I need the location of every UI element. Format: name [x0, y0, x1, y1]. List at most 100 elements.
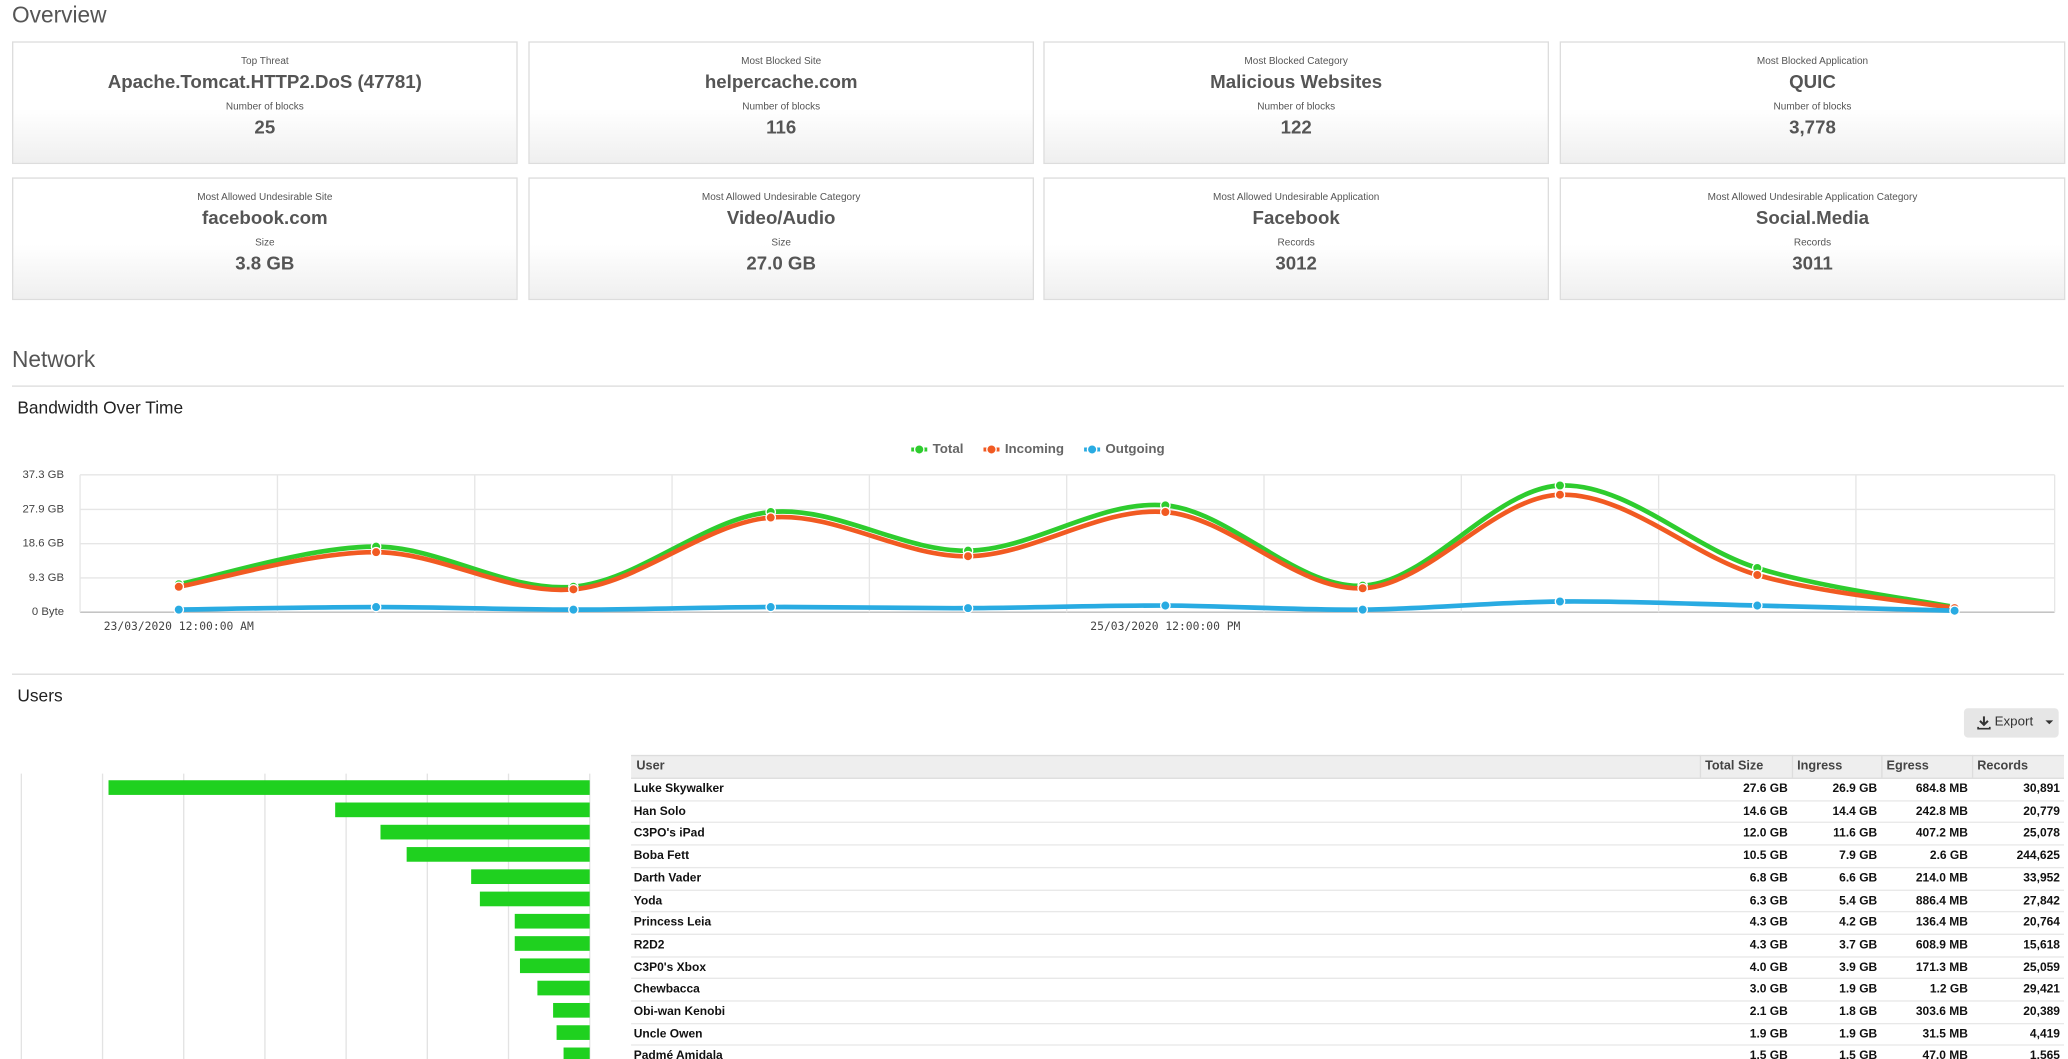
- section-title: Overview: [12, 2, 107, 29]
- export-button[interactable]: Export: [1963, 708, 2059, 738]
- card-value: facebook.com: [202, 206, 328, 229]
- cell: 684.8 MB: [1915, 781, 1968, 795]
- card: Most Blocked Application QUIC Number of bl…: [1559, 41, 2066, 165]
- bar: [108, 780, 590, 795]
- column-header: Total Size: [1705, 758, 1764, 774]
- cell: 29,421: [2023, 982, 2060, 996]
- cell: 886.4 MB: [1915, 892, 1968, 907]
- point: [765, 601, 777, 613]
- card-value: QUIC: [1789, 70, 1836, 93]
- card: Most Allowed Undesirable Application Face…: [1043, 177, 1549, 301]
- user-name: Boba Fett: [633, 848, 690, 862]
- series-line: [178, 599, 1955, 614]
- point: [173, 604, 185, 615]
- card-sublabel: Records: [1277, 236, 1315, 249]
- point: [1554, 480, 1566, 491]
- user-name: Han Solo: [633, 803, 686, 818]
- point: [1751, 600, 1763, 611]
- point: [1554, 489, 1566, 501]
- y-tick-label: 18.6 GB: [22, 538, 64, 550]
- card-value: Social.Media: [1755, 206, 1870, 229]
- card-sublabel: Number of blocks: [742, 100, 821, 113]
- download-icon: [1977, 716, 1991, 730]
- card-subvalue: 27.0 GB: [746, 252, 816, 274]
- card-value: helpercache.com: [704, 70, 858, 93]
- card-subvalue: 3,778: [1789, 116, 1836, 138]
- cell: 14.4 GB: [1832, 803, 1878, 818]
- cell: 1,565: [2029, 1048, 2060, 1059]
- cell: 15,618: [2023, 937, 2060, 951]
- card: Most Allowed Undesirable Category Video/A…: [528, 177, 1034, 301]
- column-divider: [1971, 754, 1974, 778]
- cell: 30,891: [2023, 781, 2060, 795]
- cell: 2.1 GB: [1749, 1004, 1788, 1018]
- cell: 214.0 MB: [1915, 870, 1968, 885]
- x-tick-label: 25/03/2020 12:00:00 PM: [1090, 619, 1240, 633]
- cell: 3.0 GB: [1749, 982, 1788, 996]
- row-divider: [631, 911, 2064, 913]
- cell: 27,842: [2023, 892, 2060, 907]
- chart-title: Bandwidth Over Time: [17, 397, 184, 418]
- card-label: Most Allowed Undesirable Application Cat…: [1707, 190, 1918, 203]
- user-name: Luke Skywalker: [633, 781, 724, 795]
- cell: 20,779: [2023, 803, 2060, 818]
- bar: [553, 1002, 590, 1018]
- cell: 2.6 GB: [1929, 848, 1968, 862]
- cell: 31.5 MB: [1922, 1026, 1968, 1040]
- series-line: [178, 483, 1956, 610]
- legend-dot: [986, 444, 997, 455]
- cell: 1.9 GB: [1839, 1026, 1878, 1040]
- bar: [335, 802, 590, 818]
- caret: [2045, 720, 2054, 725]
- cell: 7.9 GB: [1839, 848, 1878, 862]
- card-label: Most Allowed Undesirable Category: [701, 190, 861, 203]
- cell: 136.4 MB: [1915, 915, 1968, 929]
- bar: [537, 980, 590, 996]
- point: [1160, 600, 1171, 611]
- point: [370, 601, 382, 613]
- row-divider: [631, 799, 2064, 802]
- legend-dot: [1086, 444, 1098, 455]
- cell: 11.6 GB: [1833, 826, 1878, 840]
- card-value: Facebook: [1252, 206, 1340, 229]
- user-name: Darth Vader: [633, 870, 702, 885]
- bar: [471, 869, 590, 885]
- card-sublabel: Number of blocks: [225, 100, 304, 113]
- legend-item: Incoming: [983, 441, 1064, 456]
- bar: [514, 913, 590, 929]
- cell: 26.9 GB: [1832, 781, 1878, 795]
- cell: 10.5 GB: [1743, 848, 1788, 862]
- cell: 33,952: [2023, 870, 2060, 885]
- user-name: C3PO's iPad: [633, 826, 705, 840]
- card-subvalue: 122: [1280, 116, 1312, 138]
- cell: 25,059: [2023, 959, 2060, 974]
- column-divider: [1791, 754, 1794, 778]
- user-name: Yoda: [633, 892, 663, 907]
- cell: 27.6 GB: [1743, 781, 1788, 795]
- cell: 47.0 MB: [1922, 1048, 1968, 1059]
- point: [1554, 596, 1566, 607]
- column-header: Egress: [1886, 758, 1929, 774]
- card-label: Most Blocked Site: [741, 54, 822, 67]
- series-line: [178, 492, 1955, 611]
- y-tick-label: 0 Byte: [32, 606, 64, 618]
- card: Top Threat Apache.Tomcat.HTTP2.DoS (47781…: [12, 41, 518, 165]
- user-name: R2D2: [633, 937, 665, 951]
- cell: 1.9 GB: [1839, 982, 1878, 996]
- column-header: Ingress: [1797, 758, 1843, 774]
- cell: 1.2 GB: [1929, 982, 1968, 996]
- cell: 4.3 GB: [1749, 937, 1788, 951]
- bar: [556, 1025, 590, 1040]
- cell: 608.9 MB: [1915, 937, 1968, 951]
- section-title: Users: [17, 685, 63, 706]
- row-divider: [631, 844, 2064, 846]
- point: [568, 584, 579, 595]
- bar: [380, 824, 590, 840]
- card: Most Allowed Undesirable Application Cat…: [1559, 177, 2066, 301]
- cell: 6.3 GB: [1749, 892, 1788, 907]
- cell: 303.6 MB: [1915, 1004, 1968, 1018]
- cell: 244,625: [2016, 848, 2060, 862]
- legend-label: Outgoing: [1105, 441, 1164, 456]
